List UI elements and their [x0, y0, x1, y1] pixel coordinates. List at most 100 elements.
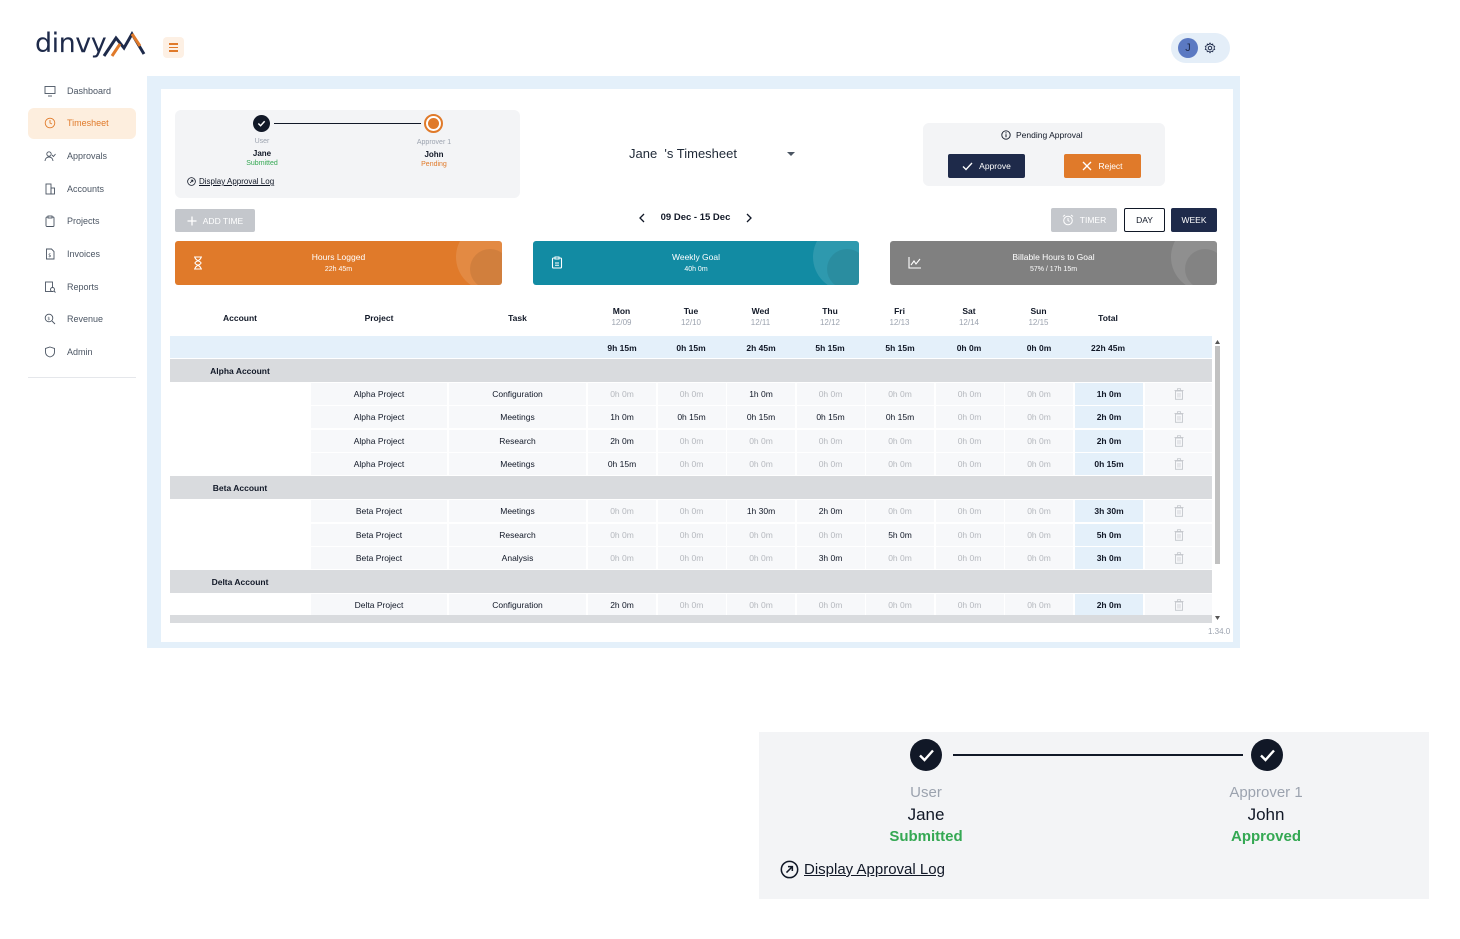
display-approval-log-link[interactable]: Display Approval Log — [187, 177, 274, 186]
column-header-fri: Fri 12/13 — [889, 306, 910, 327]
sidebar-item-admin[interactable]: Admin — [28, 337, 136, 368]
hours-cell[interactable]: 0h 0m — [796, 594, 865, 617]
hours-cell[interactable]: 0h 0m — [727, 452, 795, 475]
hours-cell[interactable]: 0h 0m — [588, 546, 656, 569]
hours-cell[interactable]: 0h 0m — [588, 383, 656, 405]
row-total-cell: 2h 0m — [1075, 594, 1143, 617]
delete-row-button[interactable] — [1145, 500, 1212, 523]
hours-cell[interactable]: 0h 0m — [796, 429, 865, 452]
hours-cell[interactable]: 0h 0m — [866, 429, 934, 452]
add-time-button[interactable]: ADD TIME — [175, 209, 255, 232]
timesheet-select[interactable]: Jane 's Timesheet — [629, 146, 737, 161]
reject-button[interactable]: Reject — [1064, 154, 1141, 178]
hamburger-menu-button[interactable] — [163, 37, 184, 58]
hours-cell[interactable]: 0h 0m — [796, 523, 865, 546]
hours-cell[interactable]: 0h 0m — [935, 452, 1004, 475]
hours-cell[interactable]: 0h 0m — [727, 429, 795, 452]
approve-button[interactable]: Approve — [948, 154, 1025, 178]
scrollbar-thumb[interactable] — [1215, 346, 1220, 564]
sidebar-item-dashboard[interactable]: Dashboard — [28, 75, 136, 106]
hours-cell[interactable]: 0h 0m — [935, 594, 1004, 617]
delete-row-button[interactable] — [1145, 383, 1212, 405]
hours-cell[interactable]: 0h 0m — [727, 594, 795, 617]
delete-row-button[interactable] — [1145, 546, 1212, 569]
user-step-label: User — [254, 138, 270, 145]
sidebar-item-revenue[interactable]: $ Revenue — [28, 304, 136, 335]
hours-cell[interactable]: 1h 0m — [588, 406, 656, 429]
hours-cell[interactable]: 0h 0m — [1005, 523, 1073, 546]
hours-cell[interactable]: 0h 0m — [866, 594, 934, 617]
sidebar-item-approvals[interactable]: Approvals — [28, 140, 136, 171]
hours-cell[interactable]: 0h 15m — [588, 452, 656, 475]
chevron-left-icon[interactable] — [638, 213, 646, 223]
hours-cell[interactable]: 0h 0m — [935, 383, 1004, 405]
sidebar-item-accounts[interactable]: Accounts — [28, 173, 136, 204]
hours-cell[interactable]: 0h 0m — [727, 546, 795, 569]
table-scrollbar[interactable] — [1214, 338, 1221, 622]
hours-cell[interactable]: 0h 0m — [1005, 383, 1073, 405]
hours-cell[interactable]: 0h 0m — [657, 523, 726, 546]
hours-cell[interactable]: 1h 30m — [727, 500, 795, 523]
user-menu[interactable]: J — [1171, 33, 1230, 63]
gear-icon[interactable] — [1204, 42, 1216, 54]
day-view-button[interactable]: DAY — [1124, 208, 1165, 232]
hours-cell[interactable]: 0h 0m — [1005, 546, 1073, 569]
hours-cell[interactable]: 0h 0m — [866, 546, 934, 569]
project-cell: Alpha Project — [311, 429, 447, 452]
sidebar-item-projects[interactable]: Projects — [28, 206, 136, 237]
hours-cell[interactable]: 0h 0m — [657, 383, 726, 405]
hours-cell[interactable]: 0h 0m — [796, 452, 865, 475]
hours-cell[interactable]: 0h 15m — [657, 406, 726, 429]
hours-cell[interactable]: 0h 0m — [1005, 594, 1073, 617]
hours-cell[interactable]: 0h 0m — [657, 500, 726, 523]
chevron-down-icon[interactable] — [787, 152, 795, 156]
project-cell: Alpha Project — [311, 452, 447, 475]
hours-cell[interactable]: 0h 0m — [657, 452, 726, 475]
hours-cell[interactable]: 0h 0m — [796, 383, 865, 405]
hours-cell[interactable]: 0h 0m — [866, 383, 934, 405]
hours-cell[interactable]: 0h 0m — [935, 500, 1004, 523]
chevron-right-icon[interactable] — [745, 213, 753, 223]
sidebar-item-reports[interactable]: Reports — [28, 271, 136, 302]
week-view-button[interactable]: WEEK — [1171, 208, 1217, 232]
delete-row-button[interactable] — [1145, 594, 1212, 617]
delete-row-button[interactable] — [1145, 429, 1212, 452]
hours-cell[interactable]: 0h 0m — [1005, 406, 1073, 429]
hours-cell[interactable]: 1h 0m — [727, 383, 795, 405]
hours-cell[interactable]: 0h 0m — [935, 429, 1004, 452]
delete-row-button[interactable] — [1145, 452, 1212, 475]
sidebar-item-timesheet[interactable]: Timesheet — [28, 107, 136, 139]
hours-cell[interactable]: 0h 0m — [657, 546, 726, 569]
hours-cell[interactable]: 0h 0m — [657, 594, 726, 617]
hours-cell[interactable]: 0h 15m — [727, 406, 795, 429]
delete-row-button[interactable] — [1145, 523, 1212, 546]
sidebar-item-invoices[interactable]: $ Invoices — [28, 238, 136, 269]
hours-cell[interactable]: 3h 0m — [796, 546, 865, 569]
hours-cell[interactable]: 5h 0m — [866, 523, 934, 546]
hours-cell[interactable]: 0h 0m — [1005, 429, 1073, 452]
hours-cell[interactable]: 2h 0m — [588, 594, 656, 617]
hours-cell[interactable]: 0h 0m — [657, 429, 726, 452]
timer-button[interactable]: TIMER — [1051, 208, 1117, 232]
display-approval-log-link[interactable]: Display Approval Log — [780, 860, 945, 879]
hours-cell[interactable]: 0h 15m — [796, 406, 865, 429]
hours-cell[interactable]: 0h 0m — [727, 523, 795, 546]
hours-cell[interactable]: 0h 0m — [588, 523, 656, 546]
hours-cell[interactable]: 0h 0m — [935, 546, 1004, 569]
project-cell: Alpha Project — [311, 383, 447, 405]
total-tue: 0h 15m — [676, 343, 706, 353]
hours-cell[interactable]: 0h 0m — [1005, 452, 1073, 475]
hours-cell[interactable]: 0h 0m — [935, 523, 1004, 546]
plus-icon — [187, 216, 197, 225]
task-cell: Research — [449, 429, 586, 452]
hours-cell[interactable]: 0h 0m — [866, 452, 934, 475]
hours-cell[interactable]: 2h 0m — [796, 500, 865, 523]
hours-cell[interactable]: 0h 0m — [935, 406, 1004, 429]
hours-cell[interactable]: 0h 15m — [866, 406, 934, 429]
hours-cell[interactable]: 0h 0m — [1005, 500, 1073, 523]
hours-cell[interactable]: 0h 0m — [588, 500, 656, 523]
avatar[interactable]: J — [1178, 38, 1198, 58]
hours-cell[interactable]: 2h 0m — [588, 429, 656, 452]
delete-row-button[interactable] — [1145, 406, 1212, 429]
hours-cell[interactable]: 0h 0m — [866, 500, 934, 523]
